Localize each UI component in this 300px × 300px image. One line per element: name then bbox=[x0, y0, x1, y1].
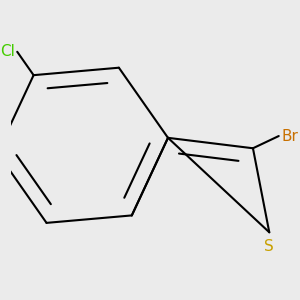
Text: Br: Br bbox=[281, 128, 298, 143]
Text: Cl: Cl bbox=[0, 44, 15, 59]
Text: S: S bbox=[264, 239, 274, 254]
